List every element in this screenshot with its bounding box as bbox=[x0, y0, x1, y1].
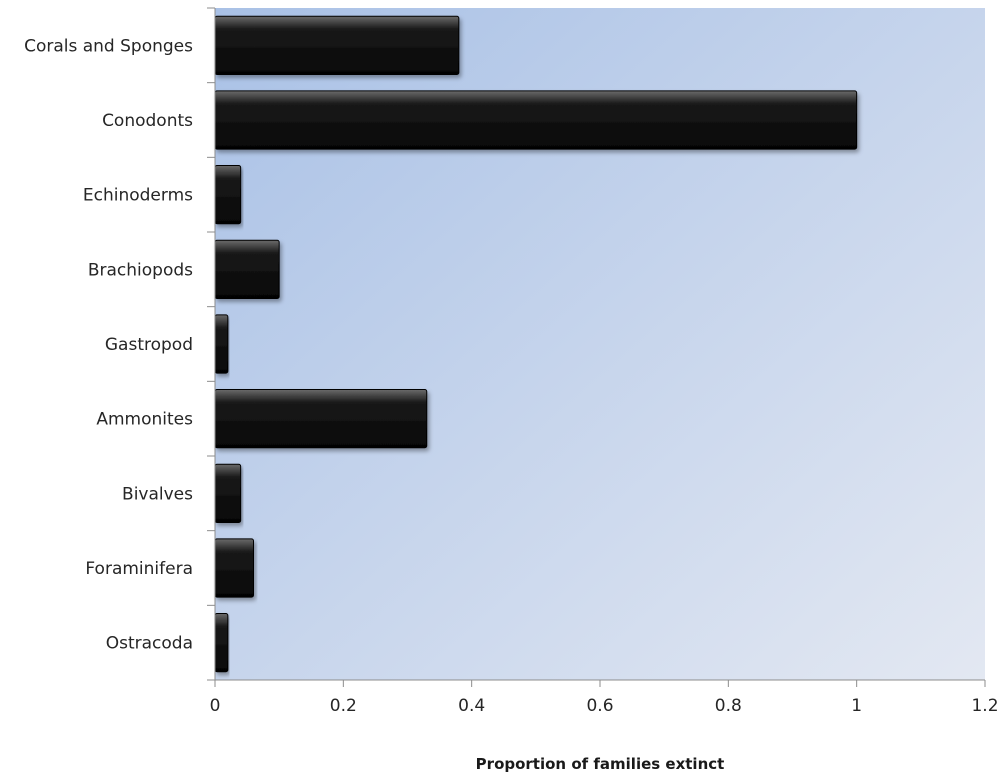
x-tick-label: 0.6 bbox=[586, 696, 613, 716]
x-tick-label: 1.2 bbox=[971, 696, 998, 716]
category-label: Ammonites bbox=[96, 410, 193, 430]
bar-foraminifera bbox=[214, 538, 254, 598]
bar-echinoderms bbox=[214, 165, 242, 225]
category-label: Gastropod bbox=[105, 335, 193, 355]
category-label: Ostracoda bbox=[106, 634, 193, 654]
category-labels: Corals and Sponges Conodonts Echinoderms Br… bbox=[24, 36, 193, 653]
bar-conodonts bbox=[214, 90, 858, 150]
x-tick-label: 0.4 bbox=[458, 696, 485, 716]
bar-gastropod bbox=[214, 314, 229, 374]
category-label: Brachiopods bbox=[88, 260, 193, 280]
category-label: Bivalves bbox=[122, 484, 193, 504]
x-tick-label: 0 bbox=[210, 696, 221, 716]
category-label: Foraminifera bbox=[85, 559, 193, 579]
bar-ostracoda bbox=[214, 613, 229, 673]
bar-ammonites bbox=[214, 389, 428, 449]
category-label: Conodonts bbox=[102, 111, 193, 131]
x-axis-title: Proportion of families extinct bbox=[476, 755, 725, 773]
bar-bivalves bbox=[214, 463, 242, 523]
axes bbox=[207, 7, 986, 687]
category-label: Echinoderms bbox=[83, 186, 193, 206]
category-label: Corals and Sponges bbox=[24, 36, 193, 56]
x-tick-label: 0.2 bbox=[330, 696, 357, 716]
tick-labels: 0 0.2 0.4 0.6 0.8 1 1.2 bbox=[210, 696, 999, 716]
x-tick-label: 1 bbox=[851, 696, 862, 716]
bar-brachiopods bbox=[214, 239, 280, 299]
x-tick-label: 0.8 bbox=[715, 696, 742, 716]
bar-corals-and-sponges bbox=[214, 15, 460, 75]
